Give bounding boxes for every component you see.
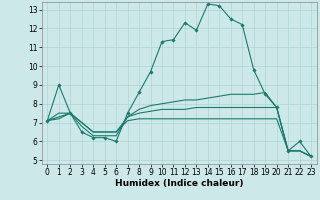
X-axis label: Humidex (Indice chaleur): Humidex (Indice chaleur) [115,179,244,188]
